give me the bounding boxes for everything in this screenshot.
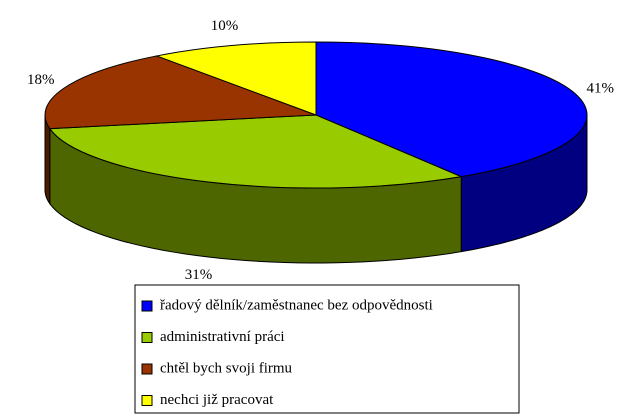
data-label: 41% [586,80,614,96]
legend-swatch [141,300,153,312]
slice [315,41,588,178]
legend-box [134,284,520,414]
legend-swatch [141,363,153,375]
slice [44,55,317,130]
legend-label: chtěl bych svoji firmu [160,360,293,376]
legend-swatch [141,332,153,343]
data-label: 18% [27,72,55,88]
slice [154,41,317,116]
slice [48,114,463,189]
data-label: 10% [211,18,239,34]
data-label: 31% [185,267,213,283]
legend-label: administrativní práci [160,329,285,345]
pie [44,41,588,264]
legend-label: řadový dělník/zaměstnanec bez odpovědnos… [160,297,433,313]
legend-label: nechci již pracovat [160,392,274,408]
legend-swatch [141,395,153,406]
